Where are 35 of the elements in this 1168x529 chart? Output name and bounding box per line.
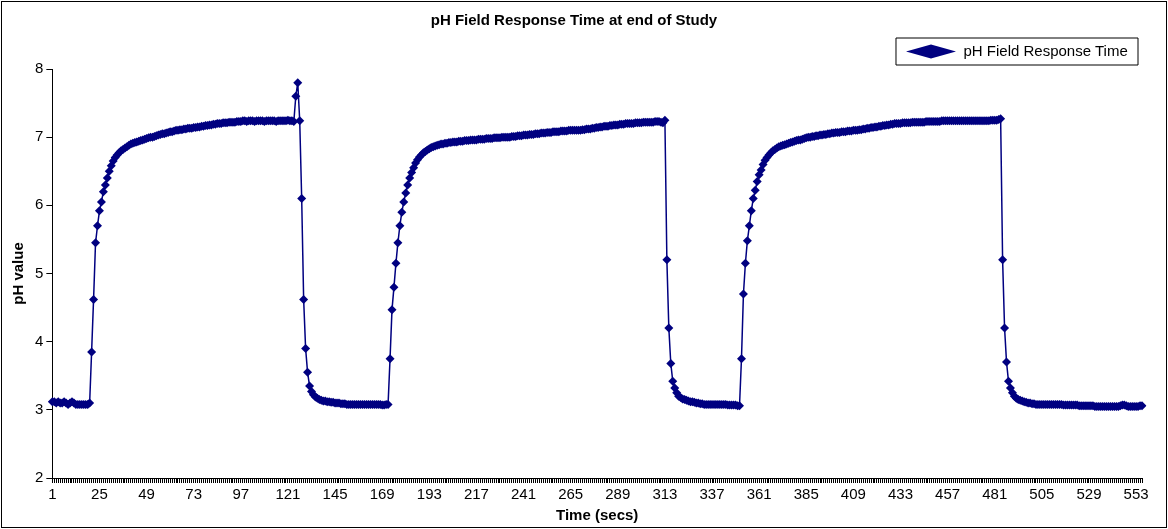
- x-tick-label: 553: [1123, 485, 1149, 503]
- legend-label: pH Field Response Time: [963, 41, 1128, 59]
- x-tick-label: 217: [463, 485, 489, 503]
- x-tick-label: 433: [887, 485, 914, 503]
- x-tick-label: 385: [793, 485, 819, 503]
- x-axis-title: Time (secs): [556, 506, 639, 524]
- y-tick-label: 4: [35, 331, 44, 349]
- x-tick-label: 409: [840, 485, 866, 503]
- x-tick-label: 481: [982, 485, 1008, 503]
- x-tick-label: 73: [185, 485, 203, 503]
- x-tick-label: 337: [699, 485, 725, 503]
- x-tick-label: 457: [935, 485, 961, 503]
- x-tick-label: 241: [511, 485, 537, 503]
- x-tick-label: 1: [48, 485, 57, 503]
- y-tick-label: 7: [35, 127, 44, 145]
- x-tick-label: 145: [322, 485, 348, 503]
- x-tick-label: 505: [1029, 485, 1055, 503]
- x-tick-label: 529: [1076, 485, 1102, 503]
- x-tick-label: 289: [605, 485, 631, 503]
- x-tick-label: 193: [416, 485, 442, 503]
- y-tick-label: 5: [35, 263, 44, 281]
- y-tick-label: 8: [35, 59, 44, 77]
- x-tick-label: 121: [275, 485, 301, 503]
- x-tick-label: 25: [91, 485, 108, 503]
- x-tick-label: 361: [746, 485, 772, 503]
- y-tick-label: 3: [35, 399, 44, 417]
- x-tick-label: 265: [558, 485, 584, 503]
- chart-title: pH Field Response Time at end of Study: [430, 11, 718, 29]
- y-tick-label: 2: [35, 468, 44, 486]
- y-tick-label: 6: [35, 195, 44, 213]
- y-axis-title: pH value: [9, 242, 27, 305]
- x-tick-label: 313: [652, 485, 678, 503]
- x-tick-label: 49: [138, 485, 155, 503]
- x-tick-label: 169: [369, 485, 395, 503]
- x-tick-label: 97: [232, 485, 250, 503]
